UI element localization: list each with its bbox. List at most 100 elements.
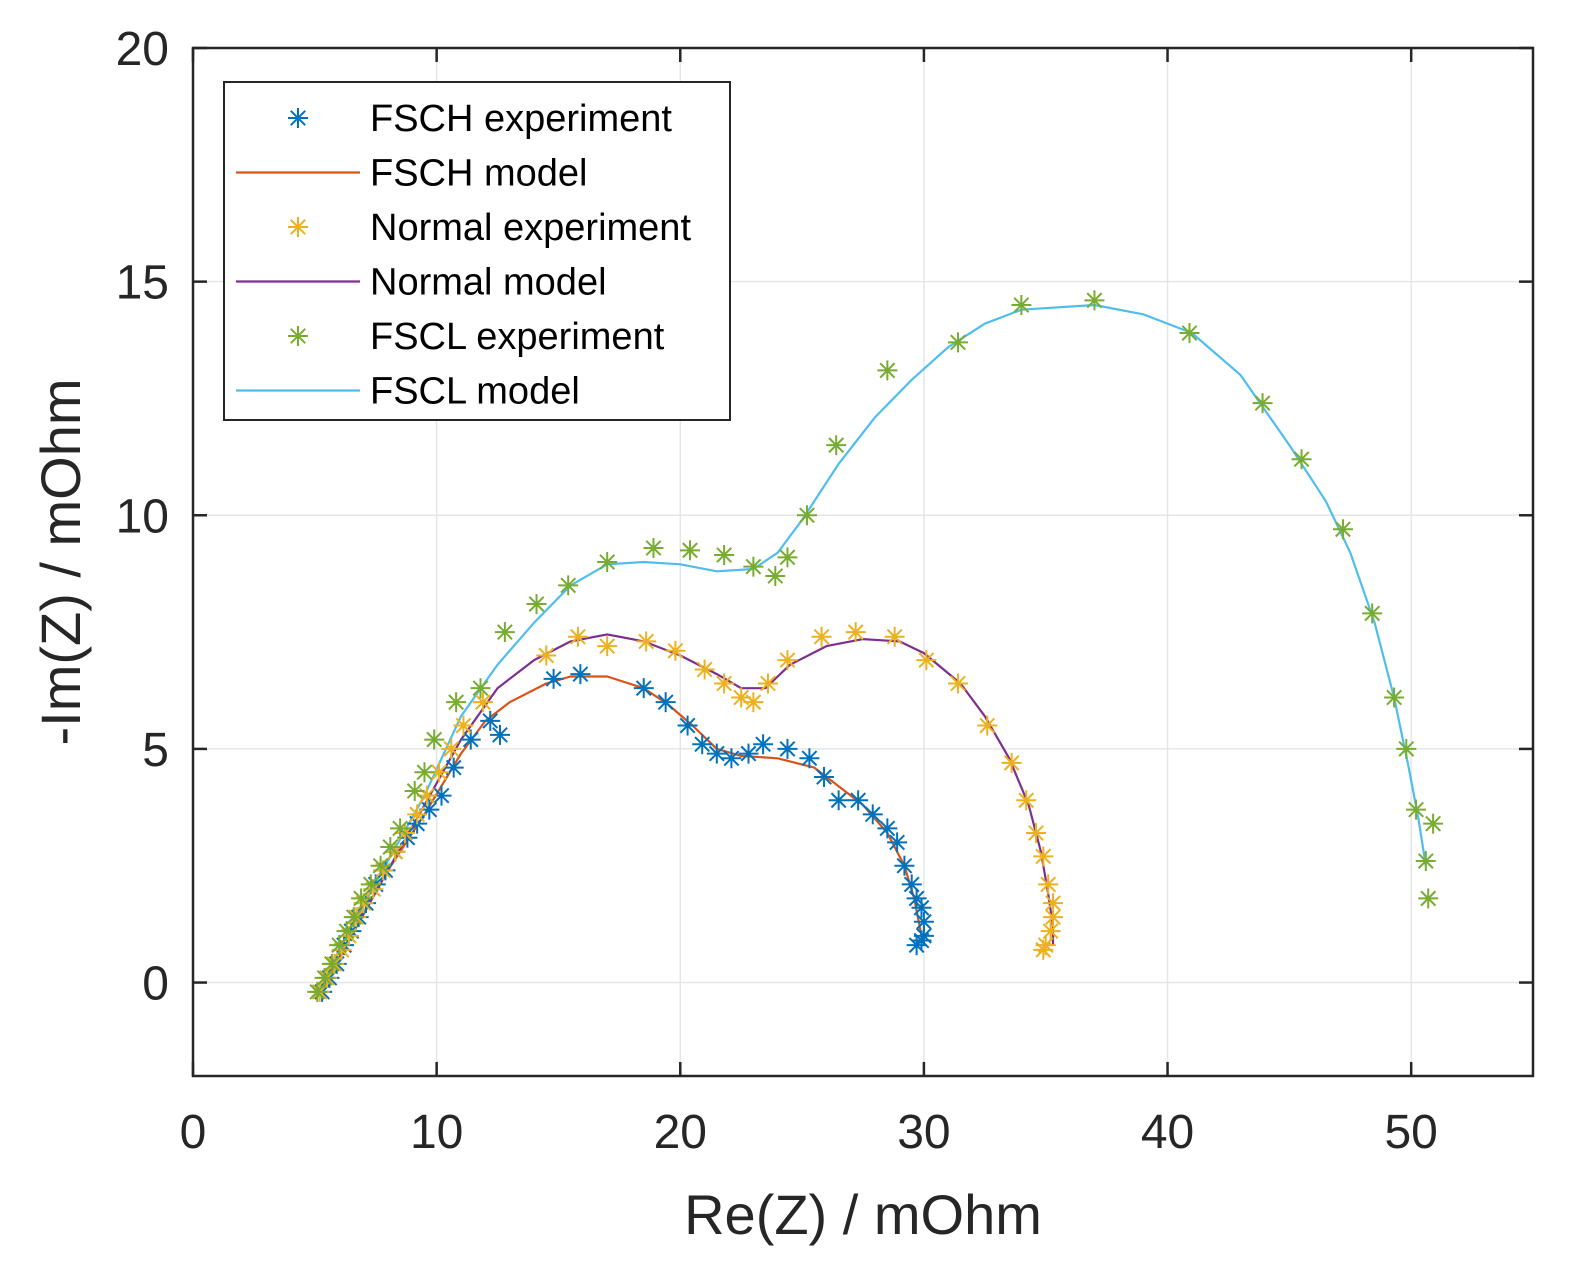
legend-label: Normal experiment	[370, 207, 691, 249]
data-point	[887, 832, 908, 853]
data-point	[1396, 738, 1417, 759]
legend-item-normal-model: Normal model	[236, 262, 607, 304]
legend-item-fscl-model: FSCL model	[236, 371, 580, 413]
data-point	[721, 748, 742, 769]
data-point	[360, 874, 381, 895]
data-point	[845, 622, 866, 643]
data-point	[1025, 823, 1046, 844]
legend-label: FSCH model	[370, 153, 588, 195]
data-point	[1033, 846, 1054, 867]
data-point	[390, 818, 411, 839]
data-point	[753, 734, 774, 755]
data-point	[777, 547, 798, 568]
data-point	[680, 540, 701, 561]
y-tick-label: 5	[142, 724, 169, 777]
data-point	[877, 818, 898, 839]
data-point	[706, 743, 727, 764]
data-point	[714, 544, 735, 565]
data-point	[1043, 907, 1064, 928]
data-point	[472, 692, 493, 713]
data-point	[1252, 393, 1273, 414]
data-point	[1001, 752, 1022, 773]
data-point	[777, 738, 798, 759]
legend-marker-swatch	[288, 326, 308, 346]
legend-marker-swatch	[288, 108, 308, 128]
data-point	[901, 874, 922, 895]
data-point	[796, 505, 817, 526]
data-point	[799, 748, 820, 769]
data-point	[453, 715, 474, 736]
data-point	[351, 888, 372, 909]
data-point	[441, 738, 462, 759]
data-point	[597, 552, 618, 572]
x-tick-label: 20	[654, 1106, 707, 1159]
data-point	[765, 566, 786, 587]
legend: FSCH experiment FSCH model Normal experime…	[223, 81, 731, 421]
data-point	[911, 897, 932, 918]
data-point	[877, 360, 898, 381]
data-point	[643, 537, 664, 558]
data-point	[370, 855, 391, 876]
data-point	[811, 626, 832, 647]
data-point	[1179, 323, 1200, 344]
series-layer	[307, 290, 1444, 1002]
data-point	[424, 729, 445, 750]
x-tick-label: 10	[410, 1106, 463, 1159]
y-tick-label: 10	[116, 490, 169, 543]
y-tick-label: 20	[116, 23, 169, 76]
data-point	[307, 981, 328, 1002]
data-point	[894, 855, 915, 876]
data-point	[414, 762, 435, 783]
data-point	[1011, 295, 1032, 315]
data-point	[597, 636, 618, 657]
data-point	[1418, 888, 1439, 909]
data-point	[543, 668, 564, 689]
ticks: 0 10 20 30 40 50 0 5 10 15 20	[116, 23, 1533, 1159]
x-tick-label: 50	[1384, 1106, 1437, 1159]
y-tick-label: 0	[142, 958, 169, 1011]
data-point	[558, 575, 579, 596]
legend-item-normal-experiment: Normal experiment	[288, 207, 691, 249]
legend-label: FSCH experiment	[370, 98, 672, 140]
data-point	[916, 650, 937, 671]
fsch-model-line	[321, 675, 923, 993]
data-point	[567, 626, 588, 647]
normal-model-line	[318, 633, 1055, 993]
data-point	[489, 724, 510, 745]
plot-border	[191, 46, 1535, 1078]
x-tick-label: 30	[897, 1106, 950, 1159]
data-point	[848, 790, 869, 811]
data-point	[738, 743, 759, 764]
data-point	[314, 967, 335, 988]
data-point	[380, 837, 401, 858]
data-point	[828, 790, 849, 811]
data-point	[1291, 449, 1312, 470]
data-point	[526, 594, 547, 615]
data-point	[494, 622, 515, 643]
data-point	[862, 804, 883, 825]
data-point	[636, 631, 657, 652]
data-point	[677, 715, 698, 736]
data-point	[977, 715, 998, 736]
data-point	[814, 766, 835, 787]
data-point	[1040, 921, 1061, 942]
fscl-experiment-markers	[307, 290, 1444, 1002]
data-point	[884, 626, 905, 647]
data-point	[480, 710, 501, 731]
legend-box	[223, 81, 731, 421]
y-tick-label: 15	[116, 257, 169, 310]
data-point	[1033, 939, 1054, 960]
data-point	[1043, 893, 1064, 914]
legend-item-fsch-model: FSCH model	[236, 153, 588, 195]
data-point	[470, 678, 491, 699]
x-tick-label: 0	[180, 1106, 207, 1159]
data-point	[1332, 519, 1353, 540]
data-point	[443, 757, 464, 778]
data-point	[948, 332, 969, 353]
data-point	[826, 435, 847, 456]
data-point	[777, 650, 798, 671]
y-axis-title: -Im(Z) / mOhm	[29, 378, 92, 745]
data-point	[692, 734, 713, 755]
data-point	[1362, 603, 1383, 624]
data-point	[655, 692, 676, 713]
